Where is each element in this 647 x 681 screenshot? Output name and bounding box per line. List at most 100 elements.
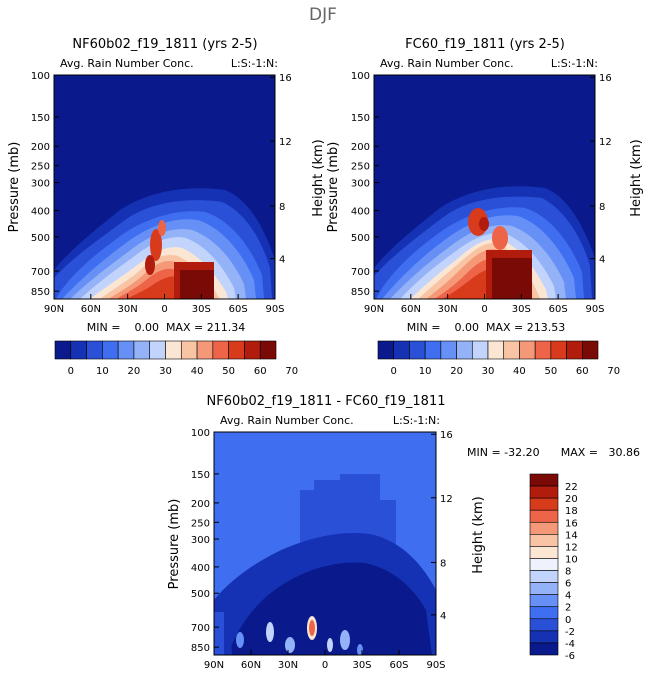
y-tick-label: 700 [351, 267, 370, 278]
panel-c-anomaly-2 [309, 620, 315, 636]
panel-nf60b02: NF60b02_f19_1811 (yrs 2-5) Avg. Rain Num… [7, 37, 326, 377]
colorbar-swatch [529, 642, 559, 656]
x-tick-label: 60S [229, 304, 248, 315]
panel-c-title: NF60b02_f19_1811 - FC60_f19_1811 [207, 394, 446, 409]
y-right-tick-label: 8 [599, 202, 605, 213]
panel-c-anomaly-8 [357, 644, 363, 655]
x-tick-label: 60N [81, 304, 101, 315]
x-tick-label: 60N [241, 660, 261, 671]
panel-c-anomaly-4 [285, 637, 295, 653]
x-tick-label: 30S [192, 304, 211, 315]
colorbar-tick-label: 0 [391, 366, 397, 377]
panel-c-anomaly-5 [340, 630, 350, 650]
colorbar-swatch [244, 340, 261, 360]
colorbar-swatch [529, 558, 559, 571]
colorbar-swatch [424, 340, 442, 360]
panel-a-y-ticks-right: 16 12 8 4 [270, 73, 292, 266]
panel-a-heatmap [54, 75, 275, 299]
x-tick-label: 60S [389, 660, 408, 671]
panel-b-local-max-2 [479, 217, 489, 231]
panel-a-subtitle: Avg. Rain Number Conc. [60, 57, 194, 70]
colorbar-tick-label: 10 [419, 366, 432, 377]
x-tick-label: 30N [438, 304, 458, 315]
x-tick-label: 0 [322, 660, 328, 671]
y-right-tick-label: 16 [279, 73, 292, 84]
x-tick-label: 90S [426, 660, 445, 671]
colorbar-swatch [440, 340, 457, 360]
panel-fc60: FC60_f19_1811 (yrs 2-5) Avg. Rain Number… [326, 37, 644, 377]
x-tick-label: 30N [118, 304, 138, 315]
colorbar-swatch [212, 340, 229, 360]
panel-c-subtitle: Avg. Rain Number Conc. [220, 414, 354, 427]
panel-b-y-ticks: 100 150 200 250 300 400 500 700 850 [351, 71, 379, 298]
panel-c-colorbar [529, 473, 559, 656]
x-tick-label: 90S [265, 304, 284, 315]
panel-b-colorbar [377, 340, 599, 360]
panel-difference: NF60b02_f19_1811 - FC60_f19_1811 Avg. Ra… [167, 394, 640, 671]
y-tick-label: 300 [31, 179, 50, 190]
panel-b-local-max-3 [492, 226, 508, 250]
colorbar-swatch [529, 570, 559, 583]
y-tick-label: 250 [351, 162, 370, 173]
y-tick-label: 700 [31, 267, 50, 278]
colorbar-tick-label: 16 [565, 518, 578, 529]
y-tick-label: 200 [351, 142, 370, 153]
colorbar-swatch [529, 606, 559, 620]
panel-c-anomaly-6 [327, 638, 333, 652]
x-tick-label: 30S [512, 304, 531, 315]
y-tick-label: 300 [351, 179, 370, 190]
figure-title: DJF [309, 5, 337, 25]
y-tick-label: 100 [31, 71, 50, 82]
colorbar-swatch [393, 340, 410, 360]
y-right-tick-label: 8 [440, 558, 446, 569]
panel-c-x-ticks: 90N 60N 30N 0 30S 60S 90S [204, 650, 446, 671]
panel-c-stats-min: MIN = -32.20 [467, 446, 540, 459]
y-tick-label: 250 [191, 518, 210, 529]
colorbar-tick-label: 8 [565, 567, 571, 578]
colorbar-tick-label: 60 [254, 366, 267, 377]
colorbar-swatch [566, 340, 583, 360]
panel-c-level-patch-2 [214, 612, 224, 655]
colorbar-swatch [529, 473, 559, 487]
y-right-tick-label: 12 [440, 494, 453, 505]
colorbar-swatch [581, 340, 599, 360]
colorbar-swatch [529, 594, 559, 608]
y-right-tick-label: 16 [599, 73, 612, 84]
panel-b-subtitle: Avg. Rain Number Conc. [380, 57, 514, 70]
colorbar-tick-label: 30 [482, 366, 495, 377]
panel-c-anomaly-3 [266, 622, 274, 642]
colorbar-tick-label: 50 [544, 366, 557, 377]
y-tick-label: 850 [191, 643, 210, 654]
colorbar-swatch [409, 340, 426, 360]
y-tick-label: 400 [351, 207, 370, 218]
panel-b-colorbar-labels: 0 10 20 30 40 50 60 70 [391, 366, 621, 377]
x-tick-label: 30S [352, 660, 371, 671]
panel-c-y-ticks: 100 150 200 250 300 400 500 700 850 [191, 428, 219, 654]
panel-b-corner-label: L:S:-1:N: [551, 57, 598, 70]
panel-a-ylabel: Pressure (mb) [7, 142, 22, 233]
y-right-tick-label: 4 [599, 255, 605, 266]
panel-b-x-ticks: 90N 60N 30N 0 30S 60S 90S [364, 294, 605, 315]
colorbar-swatch [529, 618, 559, 632]
colorbar-swatch [117, 340, 135, 360]
x-tick-label: 0 [481, 304, 487, 315]
colorbar-swatch [456, 340, 473, 360]
x-tick-label: 30N [278, 660, 298, 671]
x-tick-label: 90N [44, 304, 64, 315]
y-tick-label: 150 [191, 470, 210, 481]
y-tick-label: 250 [31, 162, 50, 173]
colorbar-swatch [102, 340, 119, 360]
colorbar-tick-label: 6 [565, 579, 571, 590]
colorbar-tick-label: 10 [96, 366, 109, 377]
colorbar-swatch [471, 340, 489, 360]
panel-c-corner-label: L:S:-1:N: [393, 414, 440, 427]
y-tick-label: 300 [191, 535, 210, 546]
colorbar-swatch [180, 340, 198, 360]
y-tick-label: 400 [191, 563, 210, 574]
colorbar-swatch [529, 497, 559, 511]
colorbar-tick-label: 40 [513, 366, 526, 377]
colorbar-swatch [529, 546, 559, 559]
colorbar-swatch [487, 340, 505, 360]
panel-a-local-max-2 [145, 255, 155, 275]
colorbar-swatch [377, 340, 395, 360]
